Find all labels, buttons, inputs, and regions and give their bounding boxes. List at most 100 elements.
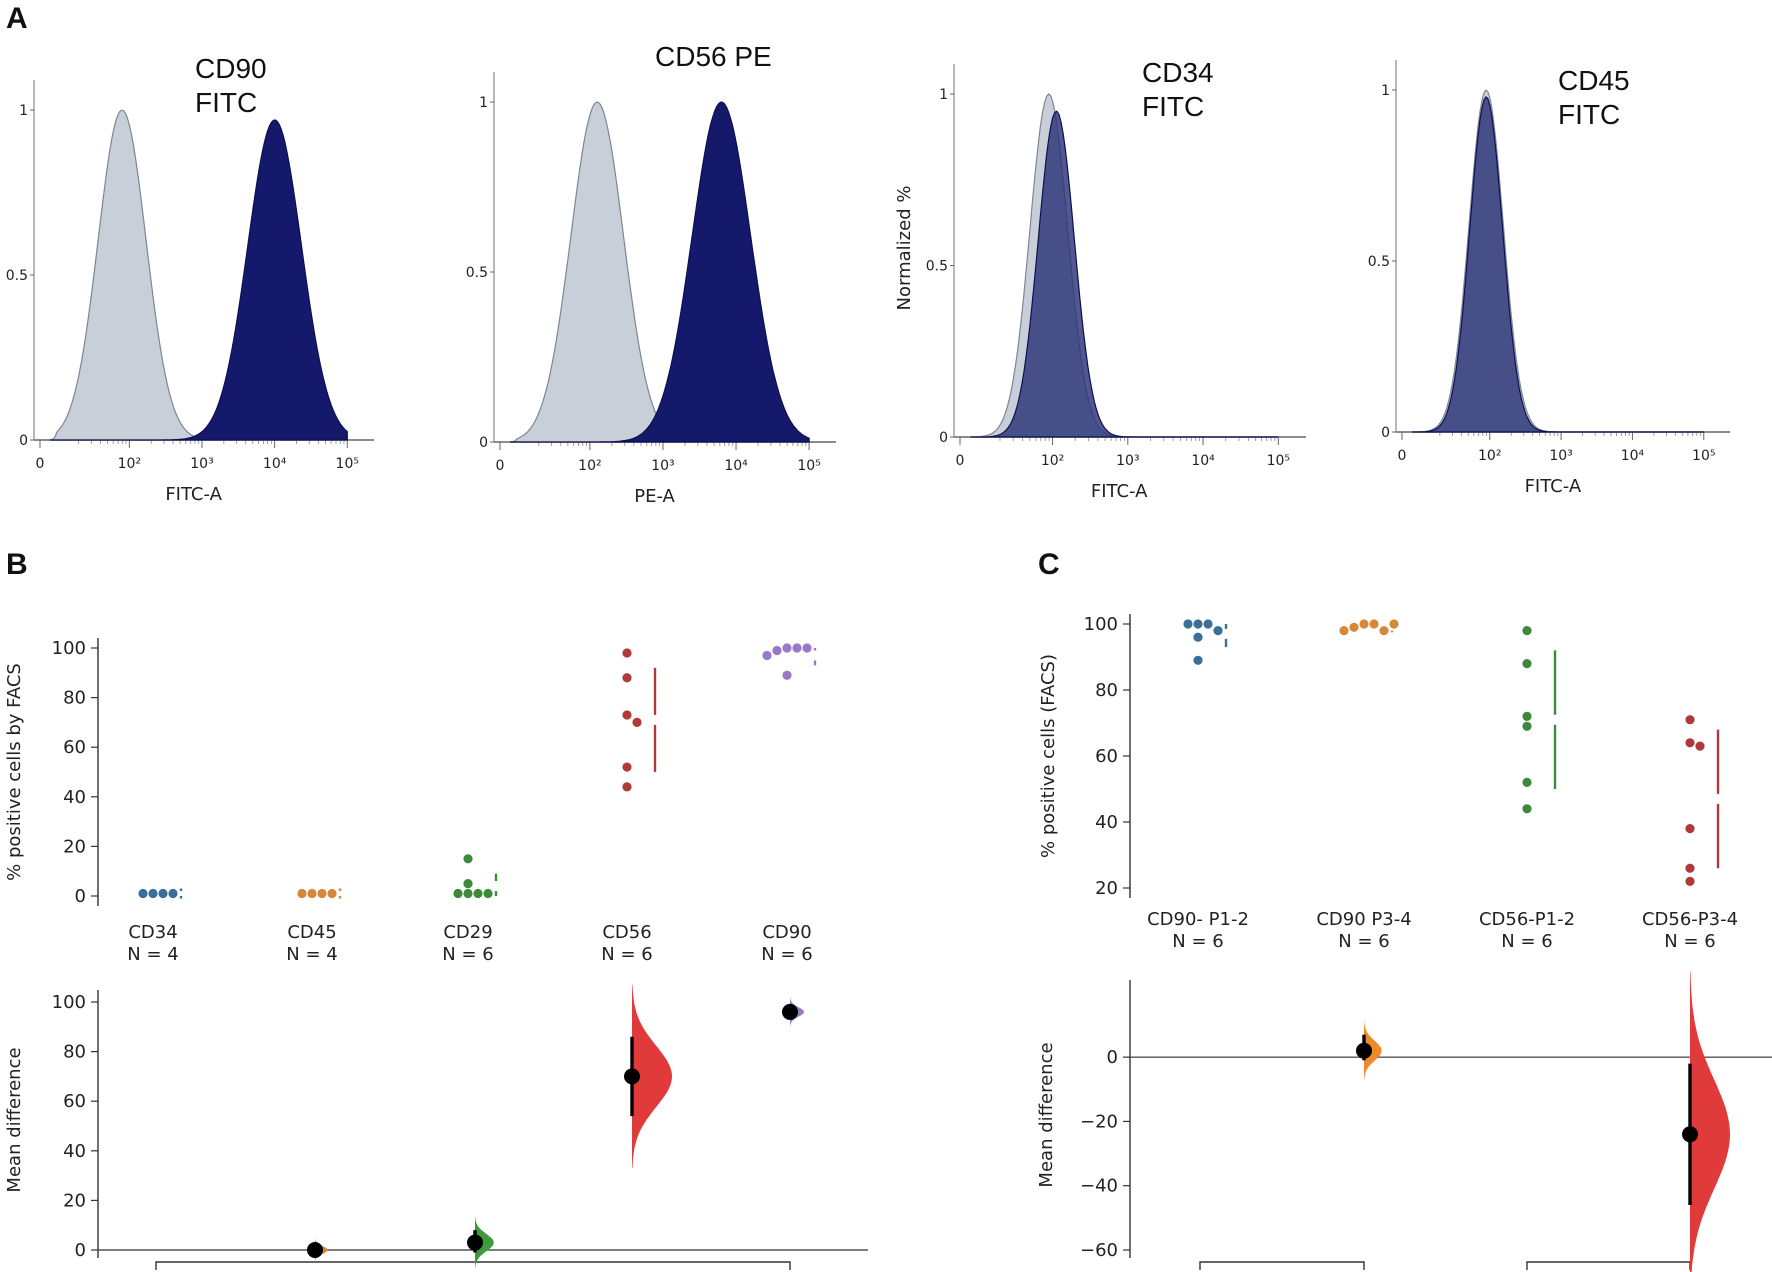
swarm-dot-cd90 [802,643,812,653]
hist-x-tick-label: 10² [578,458,601,474]
swarm-dot-cd56 [622,673,632,683]
swarm-dot-cd56-p3-4 [1685,715,1695,725]
effect-bootstrap-distribution [475,1216,494,1269]
hist-y-tick-label: 0.5 [6,268,28,284]
swarm-category-label: CD90 [762,922,811,943]
swarm-dot-cd90-p3-4 [1379,626,1389,636]
swarm-dot-cd45 [307,888,317,899]
hist-x-tick-label: 10³ [1116,453,1139,469]
hist-title-line: FITC [1142,91,1204,122]
hist-x-tick-label: 10⁴ [1191,453,1215,469]
swarm-dot-cd34 [168,888,178,899]
hist-title-line: CD45 [1558,65,1630,96]
swarm-dot-cd29 [473,888,483,899]
swarm-category-label: CD56 [602,922,651,943]
swarm-dot-cd56-p1-2 [1522,711,1532,722]
swarm-dot-cd29 [483,888,493,899]
swarm-dot-cd56-p1-2 [1522,804,1532,814]
hist-x-tick-label: 10³ [651,458,674,474]
hist-x-tick-label: 0 [36,456,45,472]
swarm-dot-cd34 [158,888,168,899]
hist-series-control [970,93,1279,438]
swarm-dot-cd34 [138,888,148,899]
swarm-dot-cd90-p3-4 [1339,626,1349,636]
hist-x-tick-label: 10⁵ [1692,448,1715,464]
effect-mean-dot [782,1003,798,1020]
swarm-dot-cd90 [792,643,802,653]
swarm-y-label: % positive cells by FACS [4,663,25,881]
hist-x-tick-label: 10² [1478,448,1501,464]
swarm-category-label: CD45 [287,922,336,943]
hist-series-stained [970,110,1279,438]
hist-x-tick-label: 10⁴ [1621,448,1645,464]
swarm-dot-cd90-p3-4 [1349,622,1359,632]
effect-bracket [155,1261,791,1270]
swarm-dot-cd90-p1-2 [1213,626,1223,636]
hist-x-tick-label: 10⁴ [724,458,748,474]
hist-x-tick-label: 10⁵ [336,456,359,472]
swarm-dot-cd45 [297,888,307,899]
hist-x-tick-label: 10² [118,456,141,472]
swarm-dot-cd90 [782,643,792,653]
swarm-category-n: N = 6 [1338,931,1389,952]
swarm-dot-cd56 [622,710,632,720]
hist-title-line: FITC [1558,99,1620,130]
effect-bootstrap-distribution [632,984,672,1168]
hist-x-tick-label: 10⁵ [797,458,820,474]
swarm-dot-cd56-p3-4 [1695,741,1705,751]
swarm-category-n: N = 6 [1664,931,1715,952]
swarm-dot-cd56-p1-2 [1522,659,1532,669]
swarm-dot-cd90-p3-4 [1389,619,1399,629]
swarm-category-n: N = 6 [1501,931,1552,952]
hist-title-line: CD34 [1142,57,1214,88]
swarm-dot-cd90 [772,645,782,656]
effect-mean-dot [1682,1126,1698,1143]
hist-x-label: PE-A [634,486,675,507]
swarm-dot-cd56 [632,717,642,728]
effect-bracket [1199,1261,1365,1270]
effect-y-tick-label: −20 [1080,1111,1118,1132]
swarm-dot-cd34 [148,888,158,899]
hist-y-tick-label: 0 [479,435,488,451]
swarm-dot-cd90-p1-2 [1193,632,1203,642]
panel-letter-a: A [6,2,28,35]
swarm-y-tick-label: 40 [1095,812,1118,833]
swarm-category-label: CD56-P3-4 [1642,909,1738,930]
swarm-dot-cd90-p3-4 [1359,619,1369,629]
hist-title-line: FITC [195,87,257,118]
hist-title-line: CD56 PE [655,41,772,72]
effect-y-tick-label: 20 [63,1190,86,1211]
hist-x-tick-label: 10³ [1549,448,1572,464]
swarm-dot-cd29 [463,879,473,889]
hist-x-label: FITC-A [1091,481,1148,502]
hist-x-tick-label: 10³ [190,456,213,472]
hist-x-tick-label: 0 [956,453,965,469]
hist-x-label: FITC-A [1525,476,1582,497]
effect-mean-dot [307,1242,323,1258]
swarm-dot-cd90-p1-2 [1203,619,1213,629]
effect-y-label: Mean difference [1036,1042,1057,1187]
hist-x-tick-label: 10⁴ [263,456,287,472]
hist-y-tick-label: 1 [19,103,28,119]
swarm-dot-cd56-p1-2 [1522,721,1532,731]
swarm-y-tick-label: 60 [1095,746,1118,767]
swarm-category-n: N = 6 [1172,931,1223,952]
hist-y-tick-label: 1 [479,95,488,111]
swarm-dot-cd56-p3-4 [1685,863,1695,873]
swarm-y-label: % positive cells (FACS) [1038,654,1059,858]
hist-y-tick-label: 0.5 [926,259,948,275]
hist-x-tick-label: 10² [1041,453,1064,469]
swarm-dot-cd56-p1-2 [1522,626,1532,636]
panel-letter-c: C [1038,548,1060,581]
effect-y-tick-label: 0 [75,1240,86,1261]
effect-y-tick-label: 0 [1107,1047,1118,1068]
swarm-dot-cd56 [622,782,632,792]
effect-mean-dot [467,1234,483,1251]
effect-y-tick-label: −40 [1080,1176,1118,1197]
swarm-y-tick-label: 80 [1095,680,1118,701]
swarm-dot-cd56 [622,648,632,658]
hist-y-tick-label: 1 [939,87,948,103]
swarm-dot-cd90-p1-2 [1193,655,1203,665]
panel-letter-b: B [6,548,28,581]
